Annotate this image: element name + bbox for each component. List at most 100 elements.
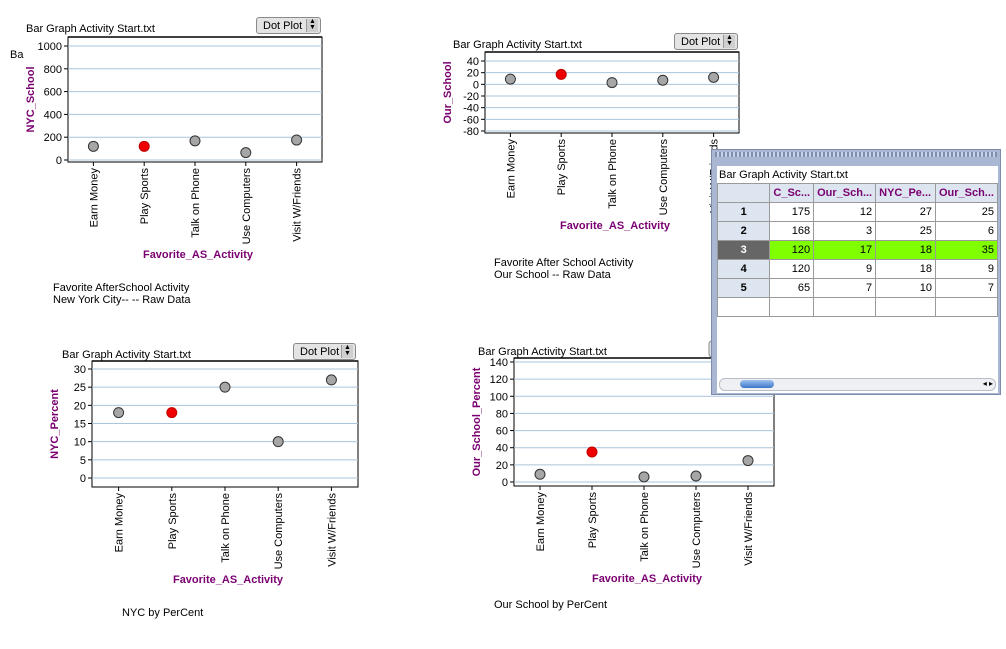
table-row[interactable]: 5 65 7 10 7 — [717, 278, 998, 298]
plot1-window-title: Bar Graph Activity Start.txt — [26, 23, 155, 35]
x-tick-label: Earn Money — [114, 493, 126, 553]
x-tick-label: Talk on Phone — [190, 168, 202, 238]
table-cell-empty[interactable] — [769, 297, 815, 317]
row-index[interactable]: 2 — [717, 221, 771, 241]
table-cell[interactable]: 9 — [934, 259, 998, 279]
table-cell[interactable]: 3 — [813, 221, 877, 241]
column-header[interactable]: Our_Sch... — [813, 183, 877, 203]
table-row[interactable]: 3 120 17 18 35 — [717, 240, 998, 260]
row-index[interactable]: 3 — [717, 240, 771, 260]
plot1-caption-line-2: New York City-- -- Raw Data — [53, 294, 191, 306]
column-header[interactable]: NYC_Pe... — [875, 183, 936, 203]
case-table-panel: Bar Graph Activity Start.txt C_Sc... Our… — [717, 166, 998, 393]
y-tick-label: 80 — [496, 408, 508, 420]
y-tick-label: 120 — [490, 374, 508, 386]
plot3-plot-type-label: Dot Plot — [300, 346, 340, 358]
y-tick-label: -60 — [463, 114, 479, 126]
table-cell[interactable]: 7 — [813, 278, 877, 298]
plot3-caption: NYC by PerCent — [122, 607, 203, 619]
row-index[interactable]: 5 — [717, 278, 771, 298]
table-cell[interactable]: 17 — [813, 240, 877, 260]
x-tick-label: Use Computers — [241, 168, 253, 245]
table-cell[interactable]: 6 — [934, 221, 998, 241]
y-tick-label: 40 — [496, 443, 508, 455]
table-cell[interactable]: 120 — [769, 259, 815, 279]
plot2-plot-type-label: Dot Plot — [681, 36, 721, 48]
column-header[interactable]: Our_Sch... — [934, 183, 998, 203]
data-point — [606, 77, 618, 89]
y-tick-label: -20 — [463, 91, 479, 103]
table-row[interactable]: 2 168 3 25 6 — [717, 221, 998, 241]
table-cell-empty[interactable] — [875, 297, 936, 317]
y-tick-label: 25 — [74, 382, 86, 394]
x-tick-label: Talk on Phone — [607, 139, 619, 209]
table-cell-empty[interactable] — [934, 297, 998, 317]
table-cell[interactable]: 10 — [875, 278, 936, 298]
y-tick-label: 140 — [490, 357, 508, 369]
row-index[interactable]: 1 — [717, 202, 771, 222]
table-row[interactable]: 4 120 9 18 9 — [717, 259, 998, 279]
table-cell[interactable]: 25 — [934, 202, 998, 222]
table-cell[interactable]: 168 — [769, 221, 815, 241]
table-cell[interactable]: 18 — [875, 259, 936, 279]
y-tick-label: 60 — [496, 426, 508, 438]
y-tick-label: 10 — [74, 437, 86, 449]
x-tick-label: Visit W/Friends — [292, 168, 304, 242]
data-point — [219, 381, 231, 393]
table-cell[interactable]: 18 — [875, 240, 936, 260]
table-cell[interactable]: 35 — [934, 240, 998, 260]
y-tick-label: 0 — [473, 79, 479, 91]
data-point — [555, 68, 567, 80]
plot3-window-title: Bar Graph Activity Start.txt — [62, 349, 191, 361]
table-cell[interactable]: 9 — [813, 259, 877, 279]
x-axis-label: Favorite_AS_Activity — [592, 573, 703, 585]
case-table-window[interactable]: Bar Graph Activity Start.txt C_Sc... Our… — [711, 149, 1001, 395]
horizontal-scrollbar[interactable]: ◂ ▸ — [719, 378, 996, 391]
chevron-updown-icon: ▲ ▼ — [306, 18, 318, 32]
table-cell[interactable]: 12 — [813, 202, 877, 222]
table-cell[interactable]: 7 — [934, 278, 998, 298]
scroll-arrow-buttons[interactable]: ◂ ▸ — [982, 379, 993, 388]
table-cell[interactable]: 65 — [769, 278, 815, 298]
y-tick-label: 0 — [56, 155, 62, 167]
data-point — [189, 135, 201, 147]
y-tick-label: 20 — [467, 68, 479, 80]
data-point — [504, 73, 516, 85]
column-header[interactable]: C_Sc... — [769, 183, 815, 203]
data-point — [138, 140, 150, 152]
table-cell[interactable]: 27 — [875, 202, 936, 222]
y-tick-label: 20 — [496, 460, 508, 472]
chevron-updown-icon: ▲ ▼ — [723, 34, 735, 48]
x-tick-label: Play Sports — [556, 139, 568, 196]
table-cell-empty[interactable] — [813, 297, 877, 317]
y-tick-label: 15 — [74, 419, 86, 431]
data-point — [291, 134, 303, 146]
x-tick-label: Visit W/Friends — [743, 492, 755, 566]
plot1-plot-type-dropdown[interactable]: Dot Plot ▲ ▼ — [256, 17, 321, 34]
y-axis-label: Our_School — [442, 61, 454, 123]
window-drag-grip[interactable] — [715, 152, 997, 157]
plot3-caption-line-1: NYC by PerCent — [122, 607, 204, 619]
table-row[interactable]: 1 175 12 27 25 — [717, 202, 998, 222]
row-index[interactable]: 4 — [717, 259, 771, 279]
table-cell[interactable]: 175 — [769, 202, 815, 222]
y-tick-label: 0 — [502, 477, 508, 489]
table-cell-empty[interactable] — [717, 297, 771, 317]
x-tick-label: Earn Money — [505, 139, 517, 199]
y-axis-label: NYC_School — [25, 66, 37, 132]
plot2-plot-type-dropdown[interactable]: Dot Plot ▲ ▼ — [674, 33, 738, 50]
table-row-empty[interactable] — [717, 297, 998, 317]
data-point — [272, 436, 284, 448]
scrollbar-thumb[interactable] — [740, 380, 774, 388]
plot4-caption: Our School by PerCent — [494, 599, 607, 611]
table-corner-header — [717, 183, 771, 203]
table-cell[interactable]: 120 — [769, 240, 815, 260]
table-cell[interactable]: 25 — [875, 221, 936, 241]
plot3-plot-type-dropdown[interactable]: Dot Plot ▲ ▼ — [293, 343, 356, 360]
x-tick-label: Use Computers — [691, 492, 703, 569]
y-tick-label: 1000 — [38, 41, 62, 53]
plot1-caption-line-1: Favorite AfterSchool Activity — [53, 282, 190, 294]
data-point — [742, 455, 754, 467]
x-tick-label: Use Computers — [273, 493, 285, 570]
